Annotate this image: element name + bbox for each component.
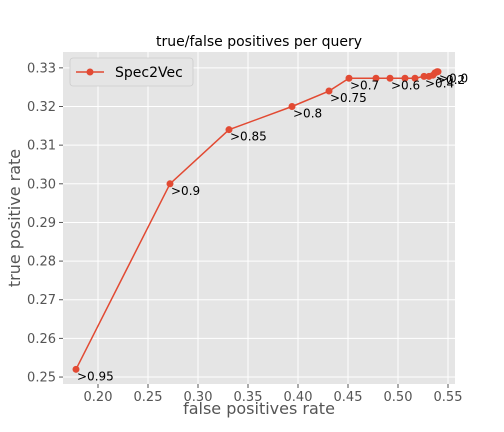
series-layer: [72, 68, 442, 373]
legend-marker: [86, 68, 94, 76]
data-point: [225, 126, 233, 134]
data-point: [401, 74, 409, 82]
x-tick-label: 0.35: [234, 390, 263, 405]
y-tick-label: 0.27: [27, 293, 56, 308]
y-tick-label: 0.26: [27, 332, 56, 347]
chart-title: true/false positives per query: [156, 34, 362, 50]
data-point: [72, 365, 80, 373]
point-annotation: >0.95: [77, 369, 114, 383]
x-tick-label: 0.45: [334, 390, 363, 405]
x-tick-label: 0.40: [284, 390, 313, 405]
data-point: [345, 74, 353, 82]
x-tick-label: 0.20: [84, 390, 113, 405]
data-point: [411, 74, 419, 82]
data-point: [386, 74, 394, 82]
y-ticks: 0.25 0.26 0.27 0.28 0.29 0.30 0.31 0.32 0.33: [27, 61, 63, 386]
legend: Spec2Vec: [69, 57, 194, 87]
legend-box: [69, 57, 194, 87]
point-annotation: >0.8: [293, 106, 322, 120]
data-point: [420, 72, 428, 80]
point-annotation: >0.2: [436, 73, 465, 87]
point-annotation: >0.9: [171, 184, 200, 198]
point-annotation: >0.7: [350, 78, 379, 92]
point-annotation: >0.0: [439, 72, 468, 86]
y-tick-label: 0.31: [27, 139, 56, 154]
annotations: >0.95 >0.9 >0.85 >0.8 >0.75>0.7 >0.6 >0.4>0.2>…: [77, 72, 468, 384]
data-point: [325, 87, 333, 95]
y-tick-label: 0.29: [27, 216, 56, 231]
y-tick-label: 0.32: [27, 100, 56, 115]
y-tick-label: 0.33: [27, 61, 56, 76]
x-tick-label: 0.50: [384, 390, 413, 405]
data-point: [288, 102, 296, 110]
point-annotation: >0.4: [425, 76, 454, 90]
y-tick-label: 0.28: [27, 255, 56, 270]
x-tick-label: 0.30: [184, 390, 213, 405]
grid: [63, 52, 455, 384]
data-point: [166, 180, 174, 188]
plot-background: [63, 52, 455, 384]
y-axis-label: true positive rate: [5, 149, 24, 287]
point-annotation: >0.6: [391, 78, 420, 92]
x-axis-label: false positives rate: [183, 399, 335, 418]
y-tick-label: 0.25: [27, 371, 56, 386]
x-tick-label: 0.25: [134, 390, 163, 405]
y-tick-label: 0.30: [27, 177, 56, 192]
x-tick-label: 0.55: [434, 390, 463, 405]
point-annotation: >0.85: [230, 130, 267, 144]
data-point: [372, 74, 380, 82]
data-point: [434, 68, 442, 76]
point-annotation: >0.75: [330, 91, 367, 105]
legend-label-spec2vec: Spec2Vec: [115, 65, 183, 81]
x-ticks: 0.20 0.25 0.30 0.35 0.40 0.45 0.50 0.55: [84, 384, 463, 405]
